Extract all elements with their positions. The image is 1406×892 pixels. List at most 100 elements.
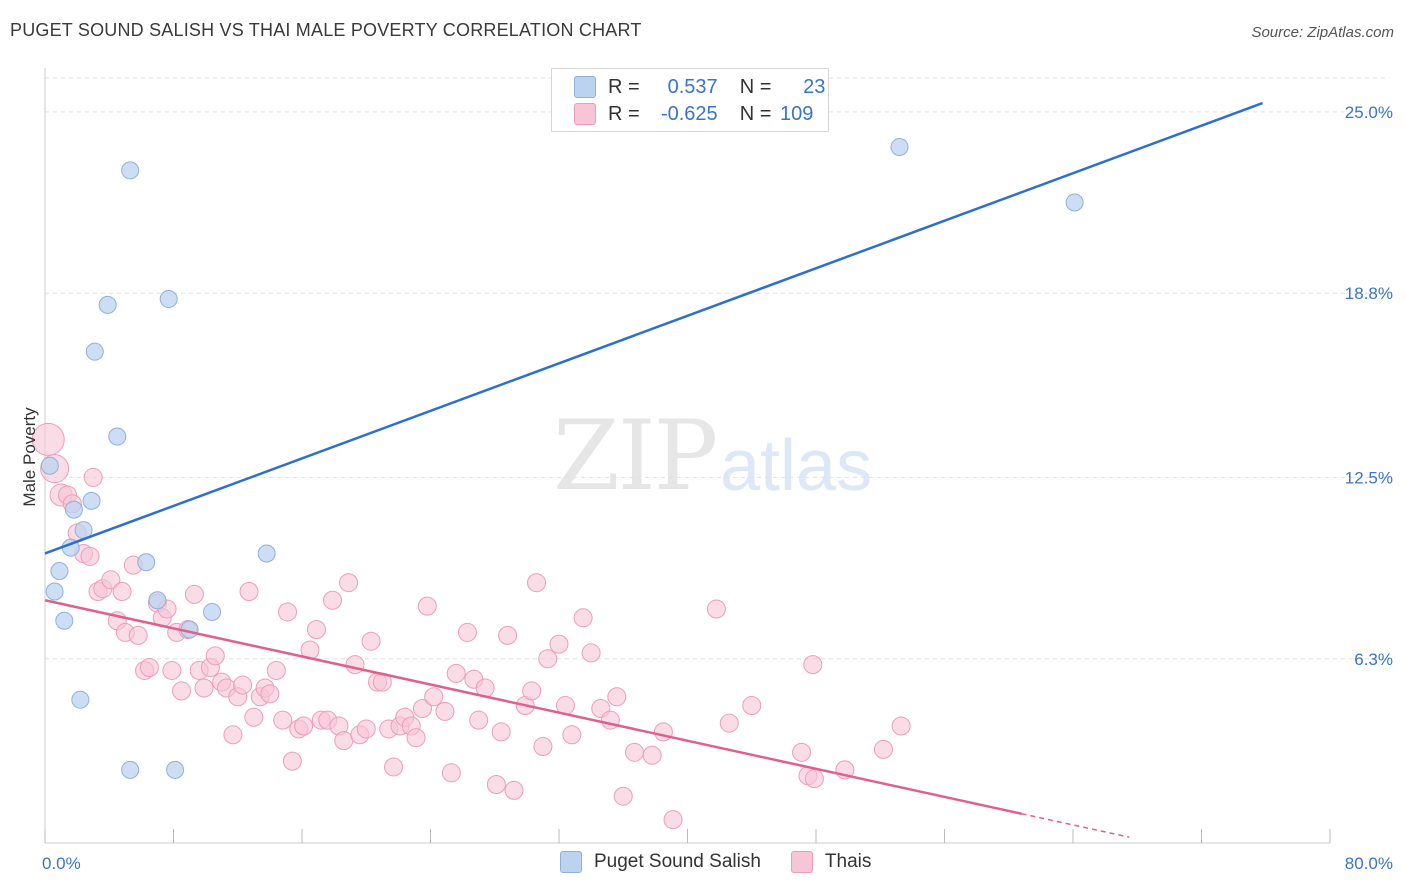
thais-point — [742, 696, 762, 716]
puget-sound-salish-point — [257, 544, 276, 563]
source-label: Source: ZipAtlas.com — [1251, 24, 1394, 41]
puget-sound-salish-point — [55, 611, 74, 630]
puget-sound-salish-point — [203, 602, 222, 621]
puget-sound-salish-point — [121, 760, 140, 779]
puget-sound-salish-point — [71, 690, 90, 709]
thais-point — [533, 736, 553, 756]
thais-point — [491, 722, 511, 742]
puget-sound-salish-point — [45, 582, 64, 601]
n-label: N = — [739, 75, 772, 98]
thais-point — [469, 710, 489, 730]
thais-point — [803, 655, 823, 675]
thais-point — [891, 716, 911, 736]
thais-point — [435, 701, 455, 721]
correlation-legend: R = 0.537 N = 23 R = -0.625 N = 109 — [551, 68, 829, 132]
thais-point — [282, 751, 302, 771]
thais-point — [266, 660, 286, 680]
thais-points — [31, 422, 911, 830]
r-value: 0.537 — [667, 75, 718, 98]
thais-point — [101, 570, 121, 590]
thais-point — [441, 763, 461, 783]
thais-point — [412, 698, 432, 718]
pink-swatch — [574, 103, 596, 125]
n-label: N = — [739, 102, 772, 125]
thais-point — [486, 775, 506, 795]
legend-row-puget: R = 0.537 N = 23 — [574, 75, 825, 99]
n-value: 109 — [780, 102, 814, 125]
grid-lines — [45, 77, 1390, 660]
thais-point — [334, 731, 354, 751]
series-legend: Puget Sound Salish Thais — [560, 851, 901, 873]
thais-point — [607, 687, 627, 707]
thais-point — [306, 620, 326, 640]
thais-point — [323, 590, 343, 610]
thais-point — [549, 634, 569, 654]
thais-point — [457, 622, 477, 642]
thais-point — [294, 716, 314, 736]
puget-sound-salish-point — [50, 562, 69, 581]
chart-title: PUGET SOUND SALISH VS THAI MALE POVERTY … — [10, 20, 642, 40]
x-tick-label: 80.0% — [1345, 854, 1393, 873]
thais-point — [406, 728, 426, 748]
legend-label: Puget Sound Salish — [594, 851, 761, 872]
thais-trend-line — [44, 599, 1022, 815]
r-label: R = — [608, 102, 640, 125]
y-tick-label: 6.3% — [1354, 650, 1393, 669]
thais-point — [244, 707, 264, 727]
thais-point — [233, 675, 253, 695]
puget-sound-salish-point — [1065, 193, 1084, 212]
puget-sound-salish-point — [890, 137, 909, 156]
thais-point — [581, 643, 601, 663]
thais-point — [384, 757, 404, 777]
thais-point — [792, 742, 812, 762]
thais-point — [278, 602, 298, 622]
puget-sound-salish-trend-line — [44, 101, 1263, 555]
axis-labels: 6.3% 12.5% 18.8% 25.0% 0.0% 80.0% Male Poverty — [20, 103, 1393, 873]
legend-label: Thais — [824, 851, 872, 872]
thais-point — [223, 725, 243, 745]
thais-point — [613, 786, 633, 806]
thais-point — [573, 608, 593, 628]
puget-sound-salish-points — [40, 137, 1084, 779]
thais-point — [873, 739, 893, 759]
r-label: R = — [608, 75, 640, 98]
thais-point — [205, 646, 225, 666]
thais-point — [527, 573, 547, 593]
thais-point — [239, 581, 259, 601]
trend-lines — [44, 101, 1263, 838]
thais-point — [361, 631, 381, 651]
blue-swatch — [574, 76, 596, 98]
thais-point — [642, 745, 662, 765]
thais-point — [128, 625, 148, 645]
puget-sound-salish-point — [137, 553, 156, 572]
thais-point — [663, 810, 683, 830]
thais-point — [562, 725, 582, 745]
thais-point — [498, 625, 518, 645]
thais-point — [273, 710, 293, 730]
thais-point — [260, 684, 280, 704]
thais-point — [172, 681, 192, 701]
thais-point — [417, 596, 437, 616]
puget-sound-salish-point — [159, 290, 178, 309]
n-value: 23 — [803, 75, 826, 98]
thais-point — [653, 722, 673, 742]
thais-point — [804, 769, 824, 789]
puget-sound-salish-point — [148, 591, 167, 610]
thais-point — [522, 681, 542, 701]
thais-point — [139, 658, 159, 678]
legend-item-puget: Puget Sound Salish — [560, 851, 761, 873]
pink-swatch — [790, 851, 813, 873]
watermark-zip: ZIP — [553, 400, 718, 512]
y-tick-label: 18.8% — [1345, 284, 1393, 303]
puget-sound-salish-point — [121, 161, 140, 180]
thais-point — [719, 713, 739, 733]
thais-point — [356, 719, 376, 739]
puget-sound-salish-point — [40, 456, 59, 475]
blue-swatch — [560, 851, 582, 873]
thais-point — [345, 655, 365, 675]
thais-point — [339, 573, 359, 593]
x-tick-label: 0.0% — [42, 854, 81, 873]
y-tick-label: 12.5% — [1345, 468, 1393, 487]
watermark-atlas: atlas — [720, 426, 873, 506]
